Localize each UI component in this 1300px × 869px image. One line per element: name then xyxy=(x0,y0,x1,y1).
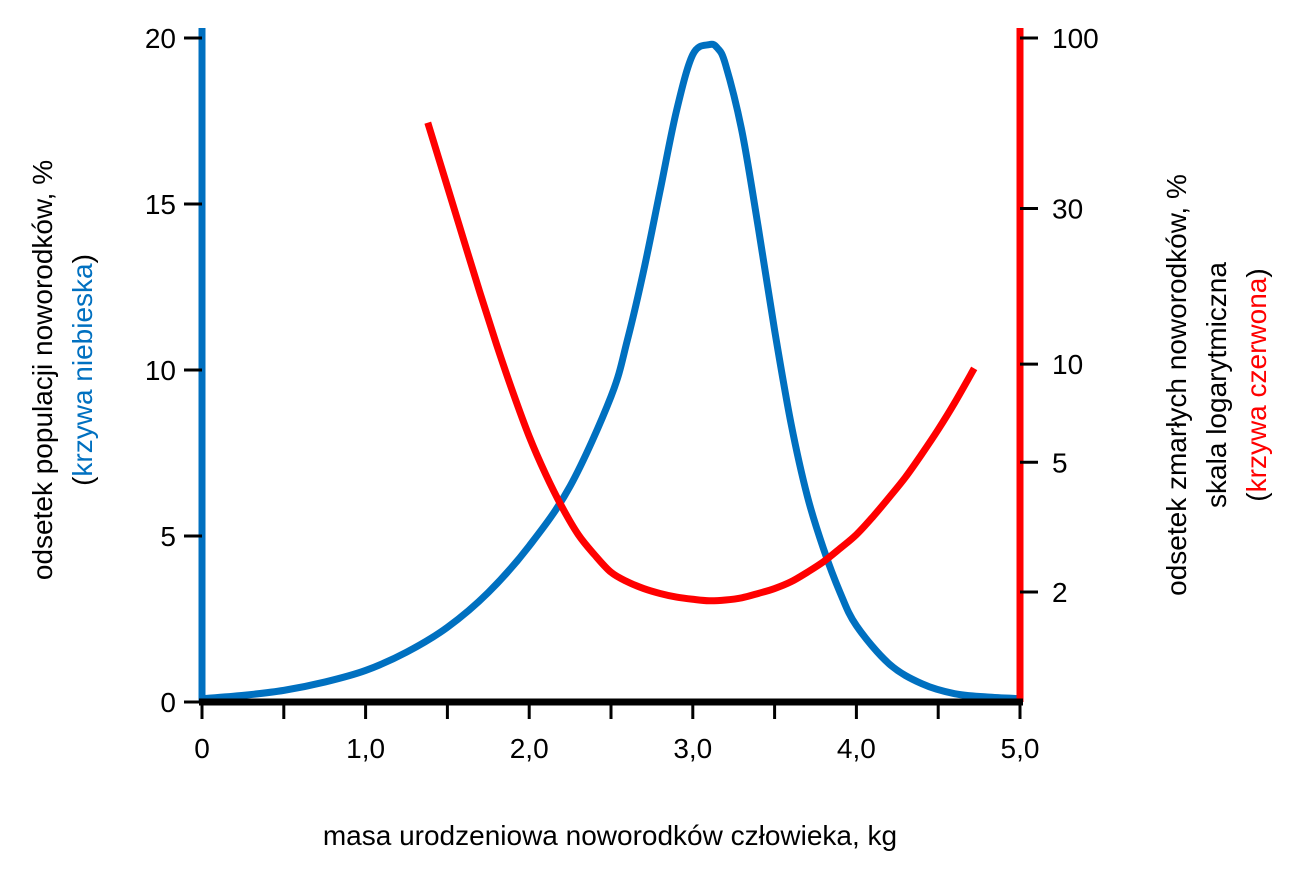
axes-layer xyxy=(198,28,1024,706)
left-y-tick-label: 20 xyxy=(145,23,176,54)
right-y-tick-label: 30 xyxy=(1052,194,1083,225)
red-curve xyxy=(424,121,978,605)
right-axis-note-close: ) xyxy=(1241,268,1272,277)
right-axis-title-note: (krzywa czerwona) xyxy=(1241,268,1272,501)
right-y-tick-label: 10 xyxy=(1052,349,1083,380)
left-axis-note-open: ( xyxy=(67,476,98,486)
right-axis-title: odsetek zmarłych noworodków, % skala log… xyxy=(1161,174,1272,596)
x-tick-label: 0 xyxy=(194,733,210,764)
left-axis-note-colored: krzywa niebieska xyxy=(67,263,98,477)
left-axis-title-main: odsetek populacji noworodków, % xyxy=(27,160,58,580)
x-tick-label: 4,0 xyxy=(837,733,876,764)
left-y-tick-label: 15 xyxy=(145,189,176,220)
left-y-tick-label: 5 xyxy=(160,521,176,552)
left-axis-title: odsetek populacji noworodków, % (krzywa … xyxy=(27,160,98,580)
x-tick-label: 3,0 xyxy=(673,733,712,764)
left-axis-note-close: ) xyxy=(67,254,98,263)
left-y-tick-label: 0 xyxy=(160,687,176,718)
right-axis-note-colored: krzywa czerwona xyxy=(1241,277,1272,492)
x-tick-label: 5,0 xyxy=(1001,733,1040,764)
right-axis-note-open: ( xyxy=(1241,492,1272,502)
right-axis-title-line2: skala logarytmiczna xyxy=(1201,262,1232,508)
right-y-tick-label: 100 xyxy=(1052,23,1099,54)
left-y-tick-label: 10 xyxy=(145,355,176,386)
curves-layer xyxy=(201,40,1021,703)
blue-curve xyxy=(201,40,1021,703)
right-axis-title-line1: odsetek zmarłych noworodków, % xyxy=(1161,174,1192,596)
left-axis-title-note: (krzywa niebieska) xyxy=(67,254,98,486)
x-tick-label: 1,0 xyxy=(346,733,385,764)
x-tick-label: 2,0 xyxy=(510,733,549,764)
right-y-tick-label: 5 xyxy=(1052,447,1068,478)
x-axis-title: masa urodzeniowa noworodków człowieka, k… xyxy=(323,820,897,851)
right-y-tick-label: 2 xyxy=(1052,577,1068,608)
